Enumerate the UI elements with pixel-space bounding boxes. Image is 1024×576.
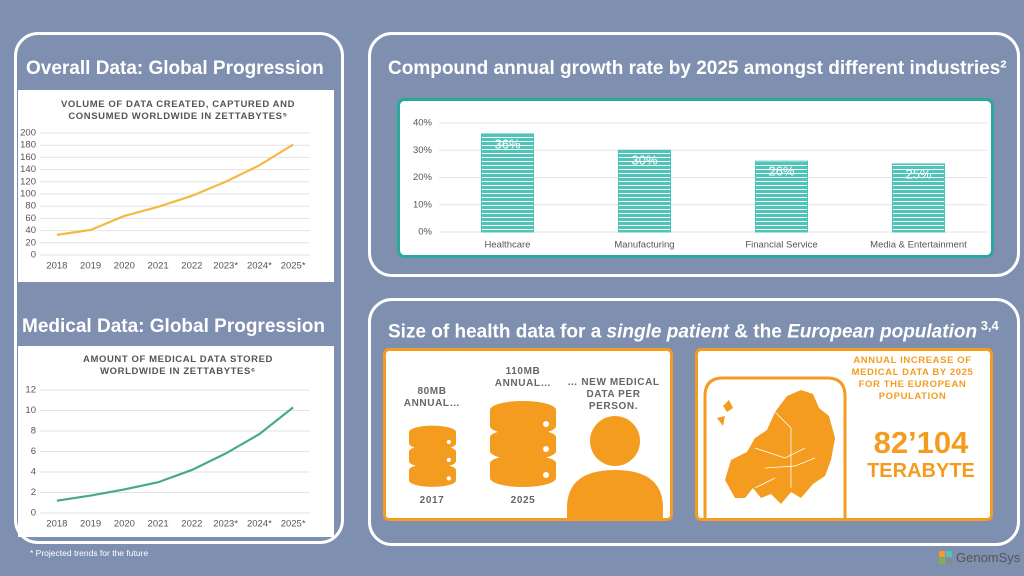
text: single patient xyxy=(606,321,730,343)
value-label: 25% xyxy=(905,166,931,181)
y-tick-label: 0% xyxy=(418,227,432,238)
x-tick-label: 2018 xyxy=(46,261,67,272)
text: European population xyxy=(787,321,978,343)
x-tick-label: Financial Service xyxy=(745,240,817,251)
y-tick-label: 6 xyxy=(31,446,36,457)
bar xyxy=(617,149,672,233)
chart: 0 2 4 6 8 10 12 2018 2019 2020 2021 2022 2023* 2024* 2… xyxy=(18,346,334,537)
y-tick-label: 40% xyxy=(413,118,433,129)
text: & the xyxy=(729,321,788,343)
y-tick-label: 200 xyxy=(20,128,36,139)
x-tick-label: 2024* xyxy=(247,519,272,530)
y-tick-label: 100 xyxy=(20,189,36,200)
x-tick-label: 2024* xyxy=(247,261,272,272)
bar xyxy=(480,133,535,233)
right-card xyxy=(368,298,1020,546)
value: 82’104 xyxy=(873,425,969,460)
y-tick-label: 80 xyxy=(25,201,36,212)
y-tick-label: 12 xyxy=(25,385,36,396)
bar xyxy=(754,160,809,233)
logo: GenomSys xyxy=(956,550,1021,565)
x-tick-label: 2020 xyxy=(114,261,135,272)
line xyxy=(56,143,294,236)
x-tick-label: Media & Entertainment xyxy=(870,240,967,251)
x-tick-label: 2021 xyxy=(148,261,169,272)
left-card xyxy=(14,32,344,544)
chart-title: AMOUNT OF MEDICAL DATA STORED WORLDWIDE … xyxy=(83,354,273,377)
y-tick-label: 10% xyxy=(413,199,433,210)
label: 80MB ANNUAL… xyxy=(403,386,461,409)
x-tick-label: 2019 xyxy=(80,261,101,272)
y-tick-label: 10 xyxy=(25,405,36,416)
chart: 0% 10% 20% 30% 40% Healthcare Manufacturing Fin… xyxy=(397,98,994,258)
x-tick-label: 2018 xyxy=(46,519,67,530)
footnote: * Projected trends for the future xyxy=(30,548,149,558)
x-tick-label: 2025* xyxy=(281,519,306,530)
map xyxy=(703,376,847,521)
y-tick-label: 140 xyxy=(20,164,36,175)
y-tick-label: 120 xyxy=(20,176,36,187)
label: 110MB ANNUAL… xyxy=(494,366,552,389)
line xyxy=(56,406,294,502)
x-tick-label: Healthcare xyxy=(485,240,531,251)
value-label: 26% xyxy=(768,164,794,179)
chart-title: VOLUME OF DATA CREATED, CAPTURED AND CON… xyxy=(60,99,296,122)
x-tick-label: 2022 xyxy=(181,519,202,530)
y-tick-label: 8 xyxy=(31,426,36,437)
x-tick-label: 2020 xyxy=(114,519,135,530)
bar xyxy=(891,163,946,233)
value-label: 30% xyxy=(631,153,657,168)
value-label: 36% xyxy=(494,136,520,151)
heading: Overall Data: Global Progression xyxy=(26,58,324,79)
y-tick-label: 160 xyxy=(20,152,36,163)
heading: Medical Data: Global Progression xyxy=(22,316,326,337)
x-tick-label: 2023* xyxy=(213,261,238,272)
heading: Compound annual growth rate by 2025 amon… xyxy=(388,58,1007,79)
x-tick-label: 2021 xyxy=(148,519,169,530)
logo-icon xyxy=(939,551,952,564)
icons xyxy=(409,401,663,521)
label: 2025 xyxy=(510,495,536,506)
unit: TERABYTE xyxy=(867,460,975,482)
y-tick-label: 20% xyxy=(413,172,433,183)
y-tick-label: 180 xyxy=(20,140,36,151)
label: 2017 xyxy=(419,495,445,506)
y-tick-label: 60 xyxy=(25,213,36,224)
y-tick-label: 4 xyxy=(31,467,36,478)
label: … NEW MEDICAL DATA PER PERSON. xyxy=(567,377,660,412)
x-tick-label: 2023* xyxy=(213,519,238,530)
text: Size of health data for a xyxy=(388,321,607,343)
y-tick-label: 0 xyxy=(31,508,36,519)
x-tick-label: 2025* xyxy=(281,261,306,272)
y-tick-label: 2 xyxy=(31,487,36,498)
y-tick-label: 30% xyxy=(413,145,433,156)
y-tick-label: 40 xyxy=(25,225,36,236)
x-tick-label: 2022 xyxy=(181,261,202,272)
x-tick-label: Manufacturing xyxy=(614,240,674,251)
y-tick-label: 0 xyxy=(31,250,36,261)
right-card xyxy=(368,32,1020,277)
text: 3,4 xyxy=(977,318,999,333)
label: ANNUAL INCREASE OF MEDICAL DATA BY 2025 … xyxy=(851,355,974,402)
heading: Size of health data for a single patient… xyxy=(388,318,999,343)
y-tick-label: 20 xyxy=(25,237,36,248)
x-tick-label: 2019 xyxy=(80,519,101,530)
